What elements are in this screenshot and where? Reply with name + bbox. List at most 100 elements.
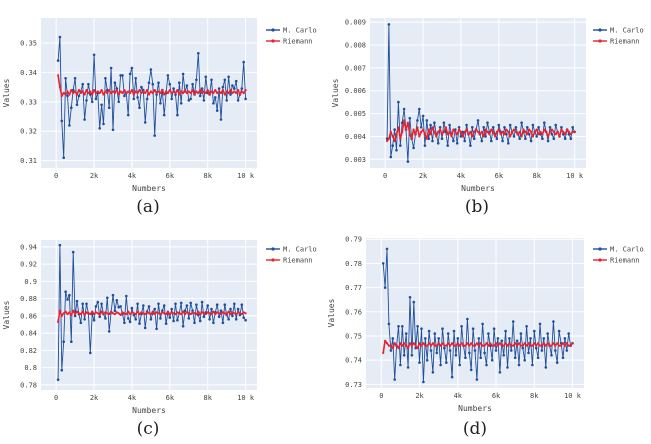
y-axis-label: Values [2, 300, 11, 329]
mcarlo-data-point [195, 303, 198, 307]
mcarlo-data-point [440, 137, 444, 140]
mcarlo-data-point [427, 329, 431, 333]
riemann-data-point [75, 93, 79, 96]
mcarlo-data-point [161, 309, 164, 313]
riemann-data-point [157, 90, 160, 93]
mcarlo-series-line [57, 36, 247, 159]
mcarlo-data-point [113, 309, 117, 313]
mcarlo-data-point [439, 363, 442, 367]
riemann-data-point [93, 313, 96, 316]
mcarlo-data-point [436, 142, 440, 145]
riemann-data-point [444, 126, 447, 129]
riemann-data-point [519, 344, 523, 347]
mcarlo-data-point [149, 68, 153, 71]
riemann-data-point [155, 91, 158, 95]
riemann-data-point [117, 312, 120, 315]
mcarlo-data-point [71, 250, 75, 254]
mcarlo-data-point [525, 325, 528, 328]
mcarlo-data-point [240, 303, 244, 307]
riemann-data-point [510, 130, 514, 133]
riemann-data-point [206, 311, 209, 314]
mcarlo-data-point [227, 318, 230, 321]
riemann-data-point [458, 128, 461, 131]
y-tick-label: 0.73 [345, 381, 362, 389]
mcarlo-data-point [487, 332, 490, 335]
riemann-data-point [537, 133, 540, 136]
mcarlo-data-point [56, 378, 60, 382]
mcarlo-data-point [425, 358, 429, 362]
mcarlo-data-point [149, 318, 153, 321]
x-tick-label: 0 [54, 394, 58, 402]
x-axis-label: Numbers [461, 184, 495, 193]
riemann-data-point [142, 312, 145, 315]
riemann-data-point [79, 313, 82, 316]
mcarlo-data-point [121, 74, 124, 77]
riemann-data-point [81, 90, 84, 93]
riemann-data-point [401, 130, 404, 133]
mcarlo-data-point [557, 329, 561, 333]
riemann-data-point [227, 91, 230, 95]
mcarlo-data-point [402, 354, 406, 357]
mcarlo-data-point [514, 126, 518, 129]
mcarlo-data-point [151, 82, 155, 86]
mcarlo-data-point [223, 78, 227, 82]
y-tick-label: 0.007 [345, 64, 366, 72]
riemann-data-point [484, 128, 487, 131]
y-tick-label: 0.35 [20, 40, 37, 48]
mcarlo-data-point [393, 378, 397, 381]
mcarlo-data-point [524, 137, 527, 140]
riemann-data-point [218, 90, 221, 93]
chart-panel-a: 0 2k 4k 6k 8k 10 k 0.31 0.32 0.33 0.34 0.35 Numbers… [2, 18, 317, 217]
riemann-data-point [435, 135, 438, 138]
riemann-data-point [478, 133, 481, 136]
mcarlo-data-point [164, 322, 168, 325]
mcarlo-data-point [511, 320, 515, 323]
riemann-data-point [508, 342, 511, 345]
mcarlo-data-point [60, 368, 64, 372]
mcarlo-data-point [223, 303, 227, 307]
mcarlo-data-point [168, 316, 172, 319]
y-tick-label: 0.74 [345, 357, 362, 365]
x-axis-label: Numbers [458, 404, 492, 413]
mcarlo-data-point [513, 356, 517, 360]
plot-area [366, 238, 584, 388]
riemann-data-point [163, 312, 166, 315]
riemann-data-point [127, 310, 130, 313]
riemann-data-point [94, 91, 97, 95]
riemann-data-point [466, 342, 469, 345]
riemann-data-point [528, 128, 531, 131]
riemann-data-point [151, 310, 154, 313]
riemann-data-point [439, 128, 442, 131]
riemann-data-point [558, 135, 561, 138]
riemann-data-point [229, 89, 232, 92]
y-tick-label: 0.79 [345, 236, 362, 244]
riemann-data-point [399, 342, 402, 345]
mcarlo-data-point [507, 142, 510, 145]
riemann-data-point [146, 89, 149, 92]
riemann-data-point [414, 133, 417, 136]
riemann-data-point [89, 313, 92, 316]
mcarlo-data-point [471, 327, 475, 331]
riemann-data-point [550, 344, 553, 347]
y-tick-label: 0.78 [20, 381, 37, 389]
riemann-data-point [406, 121, 409, 124]
mcarlo-data-point [136, 96, 139, 99]
mcarlo-data-point [408, 116, 412, 120]
riemann-data-point [423, 133, 426, 136]
riemann-data-point [560, 344, 563, 347]
riemann-data-point [524, 130, 527, 133]
mcarlo-data-point [468, 351, 471, 355]
mcarlo-data-point [170, 97, 173, 101]
mcarlo-data-point [531, 123, 535, 127]
mcarlo-data-point [81, 302, 84, 306]
riemann-data-point [138, 313, 141, 316]
riemann-data-point [412, 128, 415, 131]
mcarlo-data-point [505, 132, 508, 136]
mcarlo-data-point [191, 82, 194, 86]
riemann-data-point [433, 344, 436, 347]
mcarlo-data-point [477, 337, 481, 340]
mcarlo-data-point [198, 319, 202, 323]
riemann-data-point [134, 90, 137, 93]
mcarlo-data-point [111, 293, 115, 297]
mcarlo-data-point [70, 340, 73, 344]
